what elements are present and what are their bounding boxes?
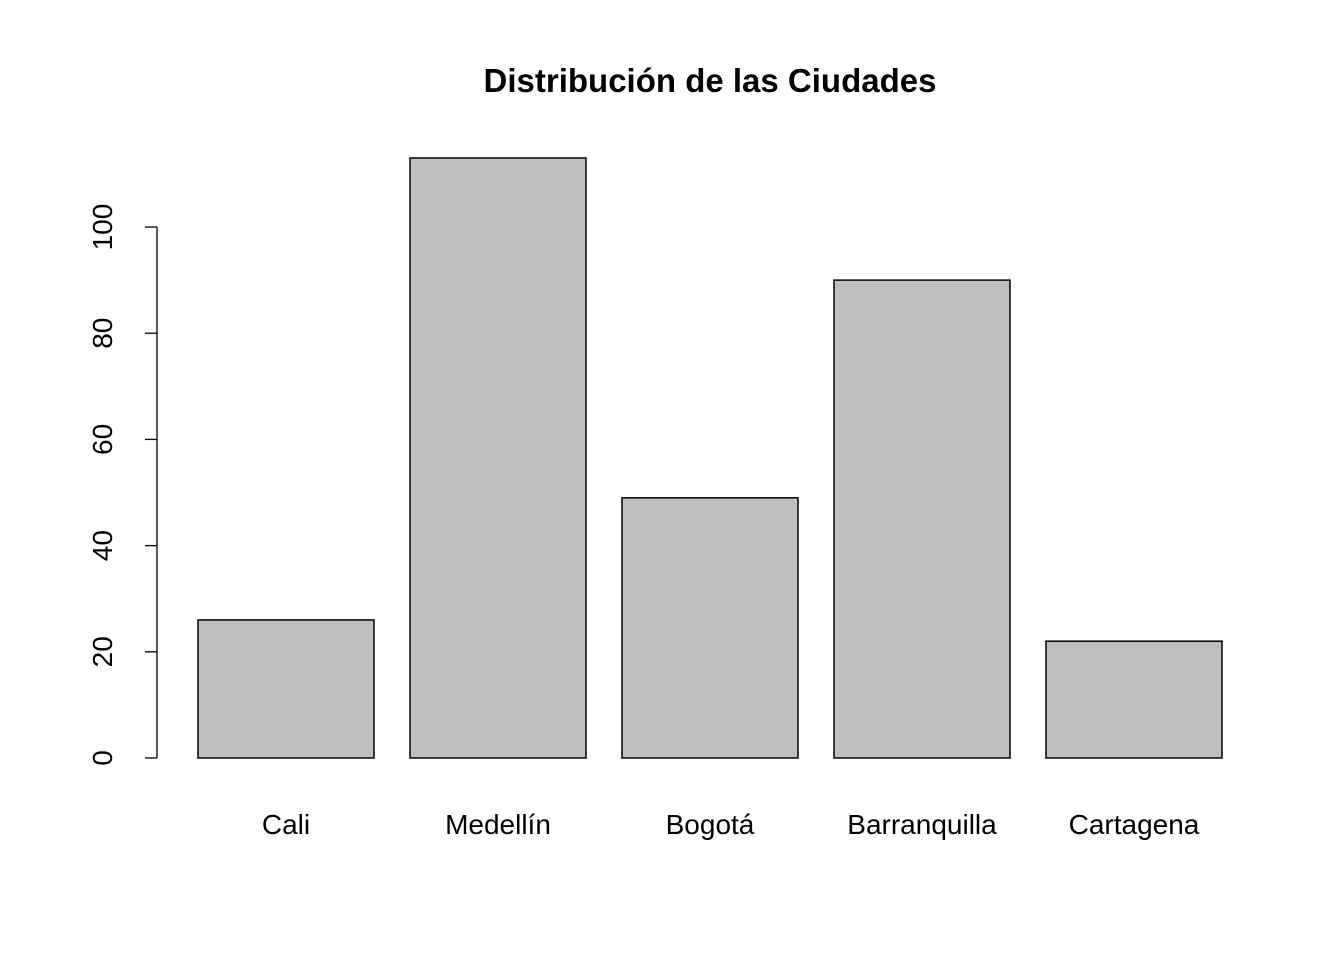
y-tick-label: 40 — [87, 530, 118, 561]
bar — [197, 619, 375, 759]
x-tick-label: Bogotá — [666, 809, 755, 840]
x-tick-label: Cartagena — [1069, 809, 1200, 840]
chart-title: Distribución de las Ciudades — [484, 62, 937, 99]
x-tick-label: Barranquilla — [847, 809, 997, 840]
bar — [833, 279, 1011, 759]
bar — [621, 497, 799, 759]
y-tick-label: 0 — [87, 750, 118, 766]
bar — [409, 157, 587, 759]
y-tick-label: 20 — [87, 636, 118, 667]
x-tick-label: Cali — [262, 809, 310, 840]
bar — [1045, 640, 1223, 759]
y-tick-label: 60 — [87, 424, 118, 455]
y-tick-label: 80 — [87, 318, 118, 349]
y-tick-label: 100 — [87, 204, 118, 251]
x-tick-label: Medellín — [445, 809, 551, 840]
